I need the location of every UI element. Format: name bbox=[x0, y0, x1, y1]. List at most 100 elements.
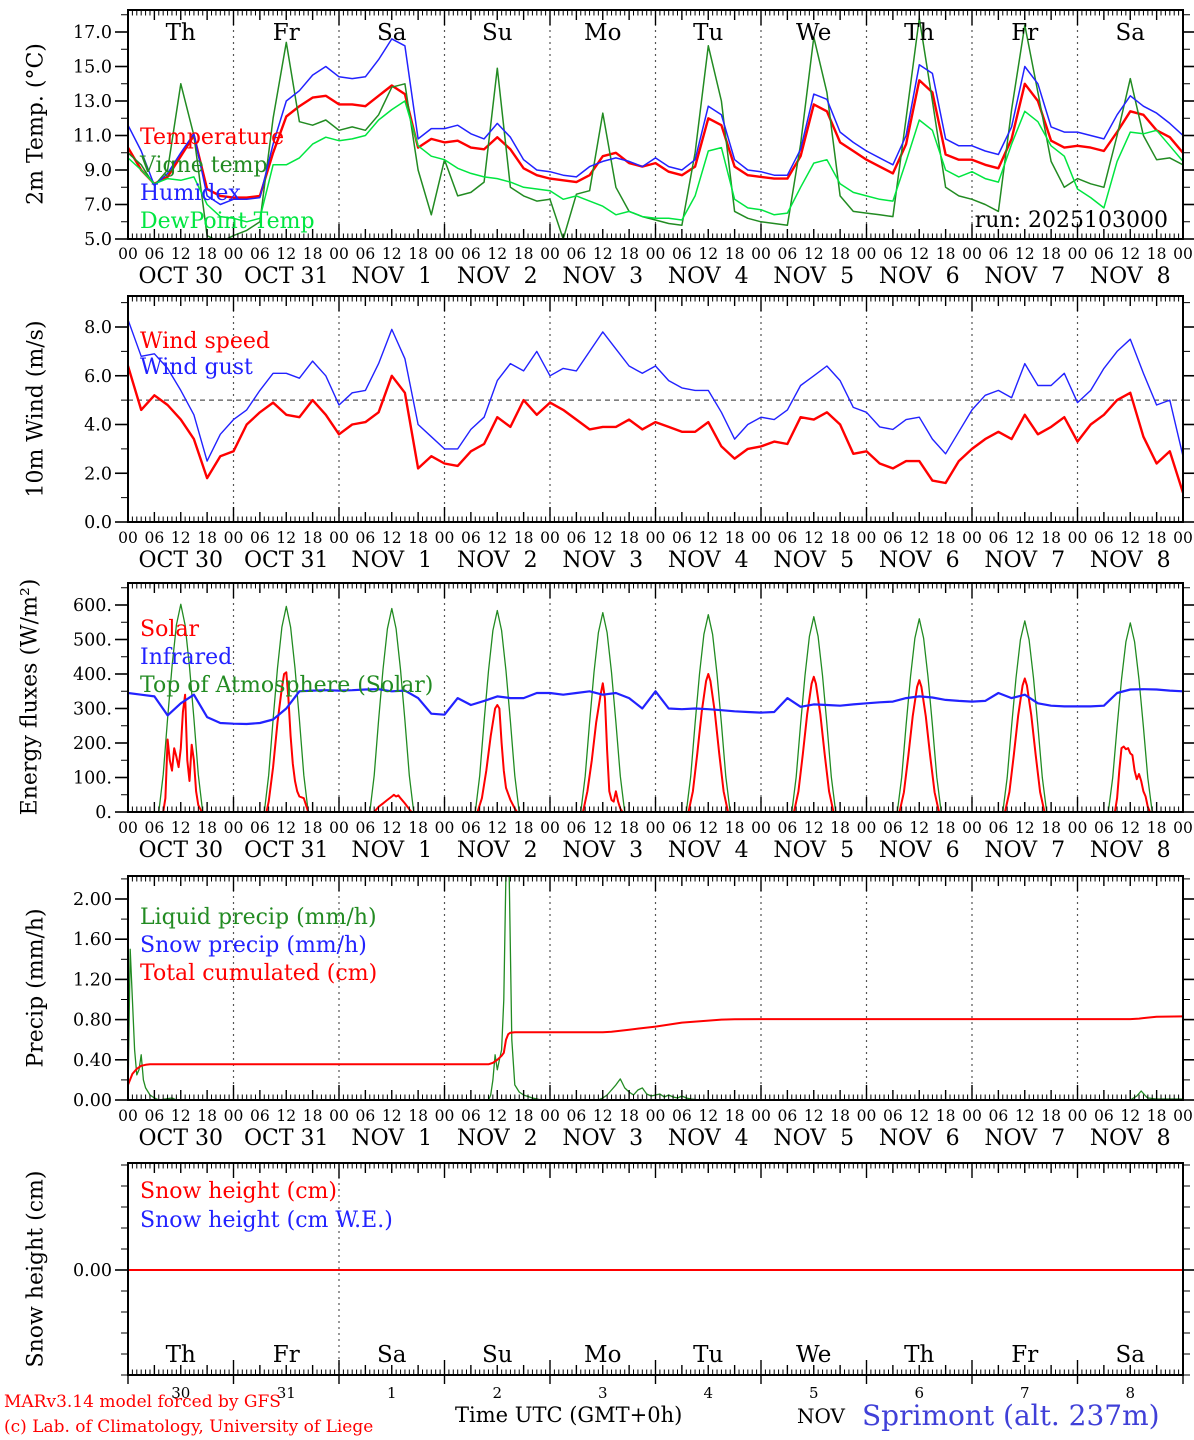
credit-line-2: (c) Lab. of Climatology, University of L… bbox=[4, 1417, 374, 1437]
hour-label: 00 bbox=[646, 1107, 666, 1125]
legend-top-of-atmosphere-solar-: Top of Atmosphere (Solar) bbox=[140, 673, 434, 698]
date-label: NOV 1 bbox=[351, 1126, 432, 1151]
month-label: NOV bbox=[797, 1404, 845, 1428]
hour-label: 00 bbox=[224, 819, 244, 837]
hour-label: 06 bbox=[883, 529, 903, 547]
weekday-label: Th bbox=[166, 20, 196, 46]
hour-label: 18 bbox=[1041, 529, 1061, 547]
hour-label: 18 bbox=[936, 529, 956, 547]
hour-label: 00 bbox=[118, 819, 138, 837]
hour-label: 06 bbox=[356, 529, 376, 547]
weekday-label: Mo bbox=[584, 20, 621, 46]
x-ticks bbox=[127, 296, 1184, 522]
hour-label: 00 bbox=[751, 529, 771, 547]
hour-label: 18 bbox=[725, 245, 745, 263]
weekday-label: Tu bbox=[693, 1342, 723, 1368]
hour-label: 18 bbox=[830, 1107, 850, 1125]
hour-label: 06 bbox=[461, 245, 481, 263]
day-number-label: 2 bbox=[492, 1384, 502, 1402]
hour-label: 06 bbox=[989, 1107, 1009, 1125]
hour-label: 18 bbox=[725, 1107, 745, 1125]
hour-label: 06 bbox=[567, 245, 587, 263]
hour-label: 06 bbox=[1094, 819, 1114, 837]
hour-label: 00 bbox=[1173, 529, 1193, 547]
hour-label: 06 bbox=[461, 529, 481, 547]
hour-label: 12 bbox=[698, 529, 718, 547]
weekday-label: Th bbox=[166, 1342, 196, 1368]
hour-label: 18 bbox=[303, 529, 323, 547]
day-number-label: 8 bbox=[1125, 1384, 1135, 1402]
series-dewpoint-temp bbox=[128, 100, 1183, 223]
hour-label: 18 bbox=[830, 245, 850, 263]
x-labels: 00 06 12 18 00 06 12 18 00 06 12 18 00 06 12 18 00 06 12 18… bbox=[118, 819, 1193, 863]
hour-label: 12 bbox=[1015, 529, 1035, 547]
series-solar bbox=[128, 671, 1183, 812]
hour-label: 06 bbox=[145, 1107, 165, 1125]
hour-label: 12 bbox=[487, 245, 507, 263]
hour-label: 00 bbox=[646, 245, 666, 263]
date-label: NOV 4 bbox=[668, 264, 749, 289]
hour-label: 00 bbox=[435, 819, 455, 837]
hour-label: 12 bbox=[171, 245, 191, 263]
date-label: NOV 7 bbox=[984, 838, 1065, 863]
weekday-label: Fr bbox=[273, 20, 300, 46]
weekday-label: Su bbox=[482, 1342, 513, 1368]
hour-label: 00 bbox=[329, 819, 349, 837]
hour-label: 18 bbox=[725, 529, 745, 547]
run-label: run: 2025103000 bbox=[974, 208, 1168, 233]
hour-label: 12 bbox=[171, 1107, 191, 1125]
hour-label: 06 bbox=[672, 819, 692, 837]
y-axis-title-snow: Snow height (cm) bbox=[23, 1170, 49, 1368]
y-tick-label: 200. bbox=[73, 734, 112, 754]
weekday-label: Tu bbox=[693, 20, 723, 46]
hour-label: 00 bbox=[1173, 1107, 1193, 1125]
date-label: OCT 31 bbox=[244, 838, 329, 863]
date-label: NOV 2 bbox=[457, 264, 538, 289]
hour-label: 18 bbox=[1147, 245, 1167, 263]
station-label: Sprimont (alt. 237m) bbox=[862, 1399, 1160, 1432]
hour-label: 18 bbox=[619, 1107, 639, 1125]
weekday-label: Su bbox=[482, 20, 513, 46]
hour-label: 12 bbox=[698, 819, 718, 837]
x-labels: 00 06 12 18 00 06 12 18 00 06 12 18 00 06 12 18 00 06 12 18… bbox=[118, 529, 1193, 573]
date-label: NOV 8 bbox=[1090, 838, 1171, 863]
hour-label: 18 bbox=[197, 1107, 217, 1125]
y-tick-label: 9.0 bbox=[84, 161, 112, 181]
time-axis-label: Time UTC (GMT+0h) bbox=[455, 1403, 683, 1427]
date-label: OCT 31 bbox=[244, 264, 329, 289]
hour-label: 00 bbox=[646, 529, 666, 547]
hour-label: 00 bbox=[435, 1107, 455, 1125]
hour-label: 18 bbox=[619, 819, 639, 837]
hour-label: 00 bbox=[435, 529, 455, 547]
x-ticks bbox=[127, 876, 1184, 1100]
x-ticks bbox=[127, 10, 1184, 239]
day-number-label: 6 bbox=[914, 1384, 924, 1402]
hour-label: 18 bbox=[936, 245, 956, 263]
hour-label: 00 bbox=[962, 529, 982, 547]
day-number-label: 3 bbox=[598, 1384, 608, 1402]
y-tick-label: 2.0 bbox=[84, 464, 112, 484]
hour-label: 12 bbox=[1015, 245, 1035, 263]
hour-label: 06 bbox=[356, 1107, 376, 1125]
hour-label: 06 bbox=[250, 819, 270, 837]
hour-label: 12 bbox=[909, 1107, 929, 1125]
series-layer bbox=[128, 17, 1183, 239]
hour-label: 18 bbox=[619, 245, 639, 263]
legend-liquid-precip-mm-h-: Liquid precip (mm/h) bbox=[140, 905, 377, 930]
hour-label: 06 bbox=[672, 1107, 692, 1125]
hour-label: 06 bbox=[250, 245, 270, 263]
y-ticks: 0. 100. 200. 300. 400. 500. 600. bbox=[73, 587, 1194, 823]
hour-label: 00 bbox=[224, 529, 244, 547]
y-axis-title-wind: 10m Wind (m/s) bbox=[23, 320, 49, 498]
date-label: NOV 5 bbox=[773, 548, 854, 573]
hour-label: 00 bbox=[857, 245, 877, 263]
hour-label: 06 bbox=[778, 819, 798, 837]
panel-2: 0. 100. 200. 300. 400. 500. 600. 00 06 12 18 00 06 12… bbox=[73, 582, 1194, 863]
legend-total-cumulated-cm-: Total cumulated (cm) bbox=[140, 961, 378, 986]
hour-label: 12 bbox=[382, 245, 402, 263]
y-tick-label: 0.00 bbox=[73, 1261, 112, 1281]
hour-label: 00 bbox=[540, 245, 560, 263]
hour-label: 12 bbox=[1120, 819, 1140, 837]
weekday-label: Sa bbox=[1116, 20, 1146, 46]
